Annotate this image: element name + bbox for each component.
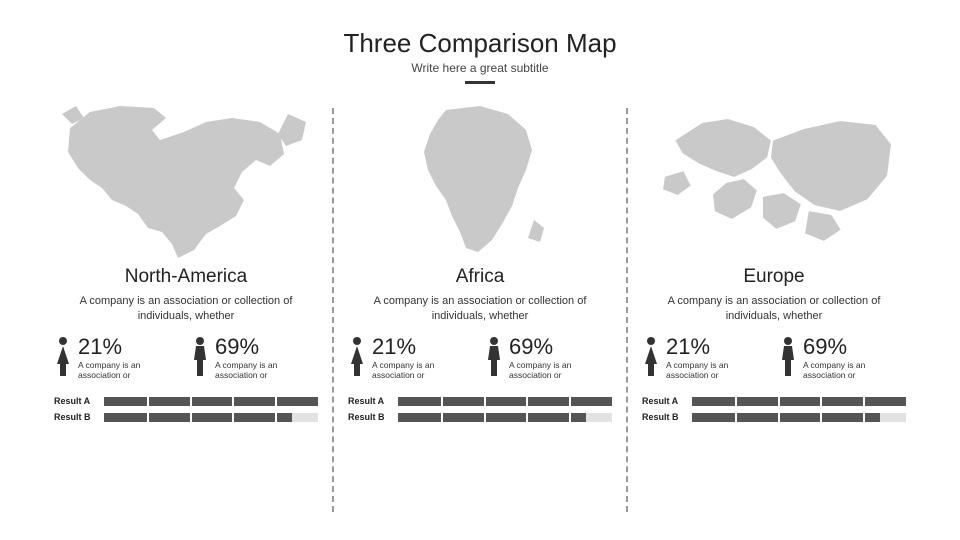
column-africa: Africa A company is an association or co… [334,100,626,520]
stat-text: 69% A company is an association or [509,336,612,380]
result-label: Result B [54,412,96,422]
result-label: Result A [348,396,390,406]
stat-text: 21% A company is an association or [666,336,769,380]
result-row-a: Result A [642,396,906,406]
stat-male: 69% A company is an association or [191,336,318,380]
stat-desc: A company is an association or [372,360,475,380]
result-bar [104,413,318,422]
map-africa [348,100,612,260]
region-desc: A company is an association or collectio… [348,294,612,324]
stat-text: 21% A company is an association or [78,336,181,380]
column-north-america: North-America A company is an associatio… [40,100,332,520]
stat-pct: 69% [803,336,906,358]
region-title: Africa [348,266,612,288]
map-europe-icon [642,100,906,260]
stat-text: 69% A company is an association or [215,336,318,380]
result-bar [104,397,318,406]
result-bar-fill [398,413,586,422]
stat-pct: 21% [666,336,769,358]
result-row-b: Result B [642,412,906,422]
person-female-icon [642,336,660,378]
stats-row: 21% A company is an association or 69% A… [54,336,318,380]
region-desc: A company is an association or collectio… [54,294,318,324]
stat-male: 69% A company is an association or [485,336,612,380]
region-title: North-America [54,266,318,288]
page-subtitle: Write here a great subtitle [40,61,920,75]
region-desc: A company is an association or collectio… [642,294,906,324]
stat-desc: A company is an association or [78,360,181,380]
map-europe [642,100,906,260]
map-north-america-icon [54,100,318,260]
result-row-b: Result B [54,412,318,422]
stat-female: 21% A company is an association or [54,336,181,380]
result-bar-fill [692,413,880,422]
result-label: Result A [642,396,684,406]
stat-desc: A company is an association or [509,360,612,380]
column-europe: Europe A company is an association or co… [628,100,920,520]
page-title: Three Comparison Map [40,28,920,59]
result-bar [398,397,612,406]
person-male-icon [779,336,797,378]
results: Result A Result B [348,390,612,422]
result-row-a: Result A [348,396,612,406]
result-label: Result B [642,412,684,422]
result-row-a: Result A [54,396,318,406]
person-male-icon [485,336,503,378]
result-bar-fill [104,413,292,422]
person-female-icon [348,336,366,378]
result-label: Result A [54,396,96,406]
result-row-b: Result B [348,412,612,422]
title-accent [465,81,495,84]
results: Result A Result B [54,390,318,422]
person-male-icon [191,336,209,378]
stat-female: 21% A company is an association or [642,336,769,380]
stat-female: 21% A company is an association or [348,336,475,380]
stat-desc: A company is an association or [215,360,318,380]
stat-pct: 21% [78,336,181,358]
stat-text: 21% A company is an association or [372,336,475,380]
page: Three Comparison Map Write here a great … [0,0,960,540]
result-label: Result B [348,412,390,422]
result-bar-fill [104,397,318,406]
result-bar-fill [398,397,612,406]
stat-pct: 69% [215,336,318,358]
result-bar [692,397,906,406]
stats-row: 21% A company is an association or 69% A… [348,336,612,380]
region-title: Europe [642,266,906,288]
stat-pct: 69% [509,336,612,358]
person-female-icon [54,336,72,378]
stat-desc: A company is an association or [666,360,769,380]
result-bar [398,413,612,422]
map-africa-icon [348,100,612,260]
stat-male: 69% A company is an association or [779,336,906,380]
stat-pct: 21% [372,336,475,358]
map-north-america [54,100,318,260]
stat-text: 69% A company is an association or [803,336,906,380]
result-bar [692,413,906,422]
stats-row: 21% A company is an association or 69% A… [642,336,906,380]
columns: North-America A company is an associatio… [40,100,920,520]
result-bar-fill [692,397,906,406]
results: Result A Result B [642,390,906,422]
title-block: Three Comparison Map Write here a great … [40,28,920,84]
stat-desc: A company is an association or [803,360,906,380]
